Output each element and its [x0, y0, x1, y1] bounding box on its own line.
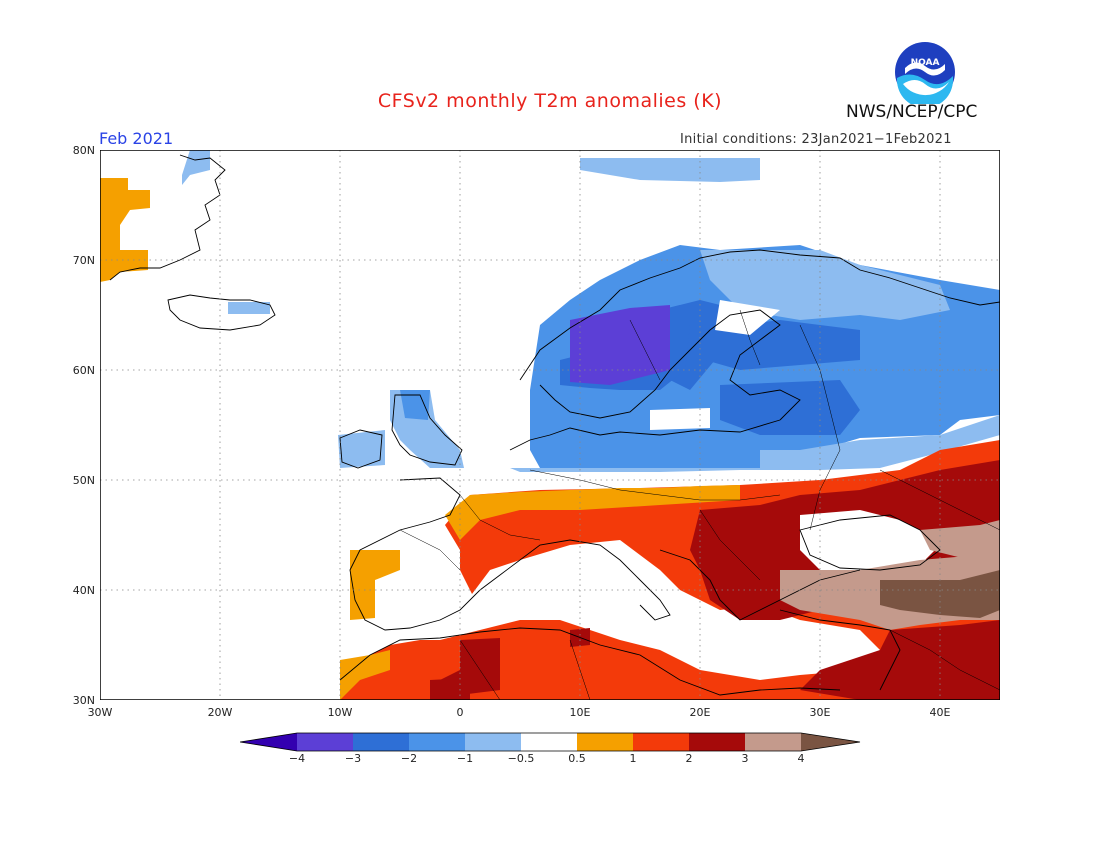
anomaly-hot-sahara — [430, 678, 470, 700]
noaa-logo: NOAA — [895, 42, 955, 104]
svg-text:NOAA: NOAA — [911, 58, 940, 68]
coast-iceland — [167, 294, 276, 331]
coast-baltic-sweden — [539, 309, 801, 421]
anomaly-iceland — [228, 302, 270, 314]
colorbar-label-1: 1 — [629, 752, 637, 765]
initial-conditions: Initial conditions: 23Jan2021−1Feb2021 — [680, 132, 952, 147]
colorbar-arrow-left — [240, 733, 297, 751]
border-russia-west — [799, 324, 841, 531]
colorbar — [240, 732, 861, 752]
lat-label-80n: 80N — [72, 144, 95, 157]
anomaly-very-cold-scandinavia — [570, 305, 670, 385]
chart-title: CFSv2 monthly T2m anomalies (K) — [377, 90, 723, 112]
lat-lon-grid — [100, 150, 1000, 700]
lat-label-40n: 40N — [72, 584, 95, 597]
colorbar-label-4: 4 — [797, 752, 805, 765]
lat-label-50n: 50N — [72, 474, 95, 487]
anomaly-greenland-warm — [100, 178, 150, 282]
colorbar-arrow-right — [801, 733, 860, 751]
border-morocco-algeria — [459, 639, 501, 700]
border-algeria-libya — [569, 639, 591, 700]
anomaly-neutral-baltic-sea — [650, 408, 710, 430]
border-sweden-finland — [739, 309, 761, 366]
anomaly-map — [100, 150, 1000, 700]
coast-ireland — [339, 429, 383, 469]
forecast-month: Feb 2021 — [99, 129, 174, 148]
colorbar-segment-4 — [465, 733, 521, 751]
coast-iberia-france — [349, 477, 521, 631]
anomaly-scotland — [400, 390, 430, 420]
border-ukraine-russia — [879, 469, 1000, 531]
anomaly-neutral-black-sea — [800, 510, 940, 570]
lon-label-40e: 40E — [929, 706, 951, 719]
coast-balkans — [659, 549, 861, 621]
anomaly-neutral-mediterranean — [400, 540, 880, 680]
colorbar-segment-9 — [745, 733, 801, 751]
coast-north-sea — [509, 419, 781, 451]
border-france-italy — [459, 494, 541, 541]
coast-black-sea — [799, 514, 941, 571]
anomaly-mild-central — [445, 485, 740, 540]
colorbar-label-m3: −3 — [344, 752, 362, 765]
border-spain-france — [399, 529, 461, 571]
border-balkans — [699, 509, 761, 581]
colorbar-segment-5 — [521, 733, 577, 751]
lon-label-30e: 30E — [809, 706, 831, 719]
lon-label-20e: 20E — [689, 706, 711, 719]
anomaly-mild-morocco — [340, 650, 390, 700]
coast-greenland — [109, 154, 226, 281]
colorbar-label-m2: −2 — [400, 752, 418, 765]
colorbar-label-3: 3 — [741, 752, 749, 765]
colorbar-label-05: 0.5 — [568, 752, 586, 765]
colorbar-label-m05: −0.5 — [507, 752, 535, 765]
lat-label-30n: 30N — [72, 694, 95, 707]
lon-label-10e: 10E — [569, 706, 591, 719]
anomaly-fields — [100, 150, 1000, 700]
colorbar-label-m1: −1 — [456, 752, 474, 765]
anomaly-cool-central-belt — [510, 415, 1000, 472]
colorbar-segment-8 — [689, 733, 745, 751]
lat-label-60n: 60N — [72, 364, 95, 377]
border-norway-sweden — [629, 319, 661, 381]
colorbar-label-m4: −4 — [288, 752, 306, 765]
coast-north-africa — [339, 627, 841, 696]
colorbar-segment-1 — [297, 733, 353, 751]
colorbar-segment-7 — [633, 733, 689, 751]
colorbar-segment-2 — [353, 733, 409, 751]
lon-label-30w: 30W — [87, 706, 113, 719]
colorbar-label-2: 2 — [685, 752, 693, 765]
border-turkey-syria — [889, 629, 1000, 691]
colorbar-segment-6 — [577, 733, 633, 751]
anomaly-ireland — [338, 430, 385, 468]
anomaly-neutral-gibraltar — [350, 618, 378, 645]
lat-label-70n: 70N — [72, 254, 95, 267]
anomaly-arctic-islands — [580, 158, 760, 182]
anomaly-mild-iberia — [350, 550, 400, 620]
coastlines — [109, 154, 1000, 696]
coast-scandinavia-north — [519, 249, 1000, 381]
anomaly-cool-lapland — [700, 250, 950, 320]
organization-label: NWS/NCEP/CPC — [846, 102, 978, 122]
colorbar-segment-3 — [409, 733, 465, 751]
lon-label-0: 0 — [456, 706, 464, 719]
lon-label-20w: 20W — [207, 706, 233, 719]
anomaly-neutral-bothnia — [715, 300, 780, 335]
anomaly-hot-middle-east — [800, 620, 1000, 700]
coast-italy — [519, 539, 671, 621]
lon-label-10w: 10W — [327, 706, 353, 719]
coast-great-britain — [391, 394, 463, 466]
anomaly-extreme-east-anatolia — [880, 570, 1000, 618]
